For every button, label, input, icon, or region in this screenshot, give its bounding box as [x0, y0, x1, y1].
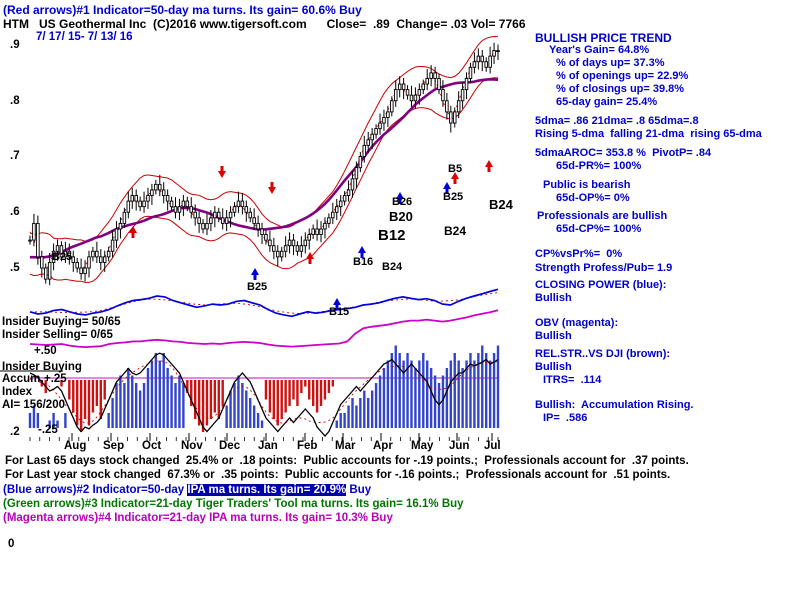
index-label: Index: [2, 386, 33, 398]
summary-line-65d: For Last 65 days stock changed 25.4% or …: [5, 455, 689, 467]
month-label: Apr: [373, 440, 393, 452]
price-axis-label: .7: [10, 150, 20, 162]
signal-label: B24: [489, 197, 513, 212]
analysis-item: Strength Profess/Pub= 1.9: [535, 262, 673, 274]
indicator1-legend: (Red arrows)#1 Indicator=50-day ma turns…: [3, 3, 362, 17]
price-axis-label: .8: [10, 95, 20, 107]
signal-label: B25: [247, 281, 268, 293]
red-up-arrow: [129, 226, 137, 238]
blue-up-arrow: [396, 192, 404, 204]
red-up-arrow: [306, 252, 314, 264]
signal-label: B5: [448, 163, 463, 175]
insider-buying-label: Insider Buying: [2, 361, 82, 373]
analysis-item: CLOSING POWER (blue):: [535, 279, 667, 291]
analysis-item: REL.STR..VS DJI (brown):: [535, 348, 671, 360]
signal-label: B25: [52, 251, 73, 263]
price-axis-label: .5: [10, 262, 20, 274]
signal-label: B26: [392, 196, 413, 208]
red-up-arrow: [451, 172, 459, 184]
indicator3-legend: (Green arrows)#3 Indicator=21-day Tiger …: [3, 498, 464, 510]
analysis-item: CP%vsPr%= 0%: [535, 248, 623, 260]
analysis-item: Bullish: [535, 361, 572, 373]
month-label: Nov: [181, 440, 203, 452]
price-axis-label: 0: [8, 538, 15, 550]
month-label: Feb: [297, 440, 318, 452]
analysis-item: Bullish: Accumulation Rising.: [535, 399, 694, 411]
analysis-item: 65-day gain= 25.4%: [556, 96, 658, 108]
red-up-arrow: [485, 160, 493, 172]
accum-scale-plus50: +.50: [34, 345, 57, 357]
month-label: Aug: [64, 440, 87, 452]
blue-up-arrow: [443, 182, 451, 194]
indicator4-legend: (Magenta arrows)#4 Indicator=21-day IPA …: [3, 512, 393, 524]
analysis-item: IP= .586: [543, 412, 588, 424]
blue-up-arrow: [251, 268, 259, 280]
date-range: 7/ 17/ 15- 7/ 13/ 16: [36, 31, 133, 43]
signal-label: B24: [382, 261, 403, 273]
month-label: Jun: [449, 440, 470, 452]
month-label: Jul: [484, 440, 501, 452]
signal-label: B15: [329, 306, 350, 318]
ai-value: AI= 156/200: [2, 399, 65, 411]
insider-buying-stat: Insider Buying= 50/65: [2, 316, 121, 328]
month-label: Jan: [258, 440, 278, 452]
signal-label: B16: [353, 256, 374, 268]
summary-line-year: For Last year stock changed 67.3% or .35…: [5, 469, 671, 481]
highlighted-text: IPA ma turns. Its gain= 20.9%: [187, 484, 347, 496]
analysis-item: Rising 5-dma falling 21-dma rising 65-dm…: [535, 128, 762, 140]
analysis-item: % of closings up= 39.8%: [556, 83, 685, 95]
month-label: May: [411, 440, 434, 452]
month-label: Oct: [142, 440, 162, 452]
analysis-item: 65d-OP%= 0%: [556, 192, 630, 204]
red-down-arrow: [218, 166, 226, 178]
blue-up-arrow: [333, 298, 341, 310]
analysis-item: 5dmaAROC= 353.8 % PivotP= .84: [535, 147, 712, 159]
month-label: Sep: [103, 440, 125, 452]
price-axis-label: .2: [10, 426, 20, 438]
price-axis-label: .6: [10, 206, 20, 218]
signal-label: B20: [389, 209, 413, 224]
analysis-item: BULLISH PRICE TREND: [535, 31, 672, 45]
month-label: Dec: [219, 440, 241, 452]
insider-selling-stat: Insider Selling= 0/65: [2, 329, 113, 341]
analysis-item: 65d-CP%= 100%: [556, 223, 642, 235]
signal-label: B24: [444, 224, 467, 238]
analysis-item: Public is bearish: [543, 179, 631, 191]
month-label: Mar: [335, 440, 356, 452]
accum-scale-plus25: +.25: [44, 373, 67, 385]
price-axis-label: .9: [10, 39, 20, 51]
title-bar: HTM US Geothermal Inc (C)2016 www.tigers…: [3, 17, 526, 31]
analysis-item: OBV (magenta):: [535, 317, 619, 329]
analysis-item: 5dma= .86 21dma= .8 65dma=.8: [535, 115, 699, 127]
analysis-item: Bullish: [535, 292, 572, 304]
accum-label: Accum.: [2, 373, 44, 385]
analysis-item: % of openings up= 22.9%: [556, 70, 689, 82]
analysis-item: Year's Gain= 64.8%: [549, 44, 650, 56]
signal-label: B12: [378, 227, 406, 244]
analysis-item: Bullish: [535, 330, 572, 342]
indicator2-legend: (Blue arrows)#2 Indicator=50-day IPA ma …: [3, 484, 371, 496]
legend-post: Buy: [346, 484, 372, 496]
signal-label: B25: [443, 191, 464, 203]
accum-scale-minus25: -.25: [38, 424, 58, 436]
blue-up-arrow: [358, 246, 366, 258]
analysis-item: 65d-PR%= 100%: [556, 160, 642, 172]
analysis-item: Professionals are bullish: [537, 210, 668, 222]
legend-pre: (Blue arrows)#2 Indicator=50-day: [3, 484, 188, 496]
analysis-item: ITRS= .114: [543, 374, 602, 386]
red-down-arrow: [268, 182, 276, 194]
analysis-item: % of days up= 37.3%: [556, 57, 665, 69]
